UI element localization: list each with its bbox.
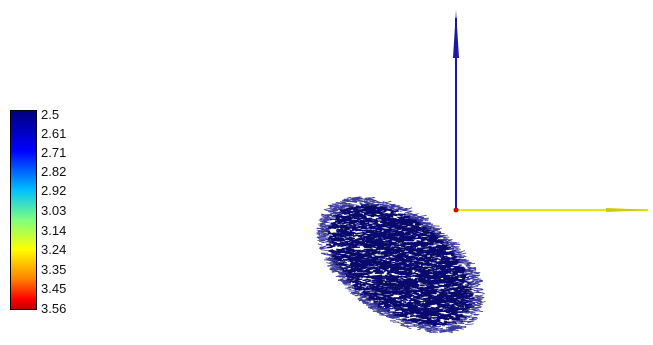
origin-point <box>453 207 459 213</box>
colorbar-labels: 2.5 2.61 2.71 2.82 2.92 3.03 3.14 3.24 3… <box>41 107 101 315</box>
vector-field-cloud <box>316 196 486 334</box>
colorbar-label: 2.92 <box>41 183 67 198</box>
colorbar-label: 3.14 <box>41 223 67 238</box>
colorbar-label: 3.03 <box>41 203 67 218</box>
horizontal-axis-arrowhead <box>606 208 652 212</box>
colorbar-label: 3.45 <box>41 281 67 296</box>
colorbar-label: 3.35 <box>41 262 67 277</box>
colorbar-label: 2.5 <box>41 107 60 122</box>
vector-glyphs-core <box>324 203 477 327</box>
vertical-axis-arrowhead <box>453 10 459 58</box>
colorbar-label: 3.56 <box>41 301 67 316</box>
colorbar-label: 2.82 <box>41 164 67 179</box>
colorbar-label: 2.71 <box>41 145 67 160</box>
colorbar <box>10 110 37 310</box>
colorbar-label: 3.24 <box>41 242 67 257</box>
colorbar-label: 2.61 <box>41 126 67 141</box>
vector-glyphs-edge <box>316 196 486 334</box>
